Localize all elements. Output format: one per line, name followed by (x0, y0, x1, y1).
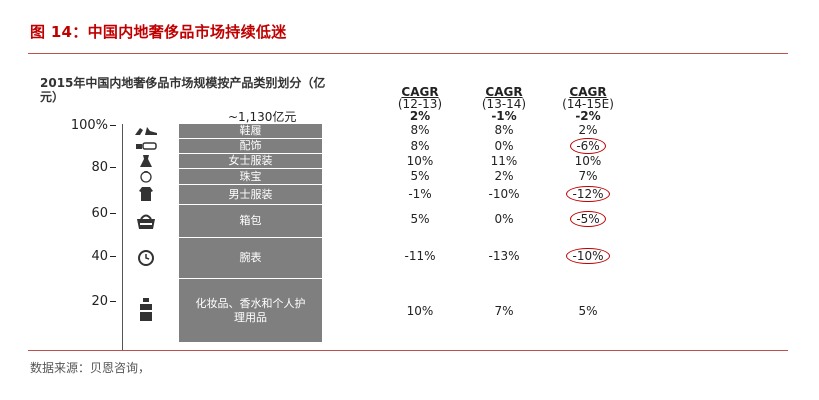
cagr-cell: 5% (578, 304, 598, 318)
shoes-icon (132, 124, 160, 138)
chart-title: 2015年中国内地奢侈品市场规模按产品类别划分（亿元） (40, 76, 326, 104)
cagr-cell: 10% (574, 154, 602, 168)
cagr-cell: 0% (494, 139, 514, 153)
cagr-cell-circled: -10% (552, 248, 624, 264)
cosmetics-icon (132, 278, 160, 342)
cagr-cell: 5% (410, 169, 430, 183)
segment-jewelry: 珠宝 (179, 168, 322, 184)
source-note: 数据来源：贝恩咨询， (30, 361, 151, 375)
segment-shoes: 鞋履 (239, 124, 262, 137)
segment-cosmetics: 化妆品、香水和个人护理用品 (179, 278, 322, 342)
total-label: ~1,130亿元 (228, 110, 297, 124)
stacked-bar: 鞋履 配饰 女士服装 珠宝 男士服装 箱包 腕表 化妆品、香水和个人护理用品 (179, 124, 322, 342)
cagr-header-13-14: CAGR (13-14) -1% (481, 85, 527, 123)
source-rule (28, 350, 788, 351)
accessories-icon (132, 138, 160, 153)
cagr-cell-circled: -5% (552, 211, 624, 227)
cagr-cell: -10% (488, 187, 520, 201)
cagr-header-12-13: CAGR (12-13) 2% (397, 85, 443, 123)
chart-panel: 2015年中国内地奢侈品市场规模按产品类别划分（亿元） ~1,130亿元 100… (28, 62, 668, 350)
figure-title: 图 14：中国内地奢侈品市场持续低迷 (30, 23, 287, 41)
cagr-cell: -13% (488, 249, 520, 263)
cagr-cell: -11% (404, 249, 436, 263)
cagr-header-14-15e: CAGR (14-15E) -2% (562, 85, 614, 123)
segment-womens-wear: 女士服装 (179, 153, 322, 168)
jewelry-icon (132, 168, 160, 184)
segment-accessories: 配饰 (179, 138, 322, 153)
y-tick-40: 40 (64, 249, 116, 264)
handbag-icon (132, 204, 160, 237)
womens-wear-icon (132, 153, 160, 168)
cagr-cell: 10% (406, 154, 434, 168)
cagr-cell: 0% (494, 212, 514, 226)
y-tick-80: 80 (64, 160, 116, 175)
cagr-cell: 2% (494, 169, 514, 183)
y-tick-20: 20 (64, 294, 116, 309)
cagr-cell-circled: -6% (552, 138, 624, 154)
cagr-cell-circled: -12% (552, 186, 624, 202)
cagr-cell: 2% (578, 123, 598, 137)
cagr-cell: 8% (410, 139, 430, 153)
y-axis (122, 124, 123, 350)
cagr-cell: 8% (410, 123, 430, 137)
cagr-cell: 7% (578, 169, 598, 183)
cagr-cell: 7% (494, 304, 514, 318)
chart-heading: 2015年中国内地奢侈品市场规模按产品类别划分（亿元） (40, 76, 330, 104)
y-tick-100: 100% (64, 118, 116, 133)
segment-mens-wear: 男士服装 (179, 184, 322, 204)
segment-watches: 腕表 (179, 237, 322, 278)
title-rule (28, 53, 788, 54)
cagr-cell: 5% (410, 212, 430, 226)
y-tick-60: 60 (64, 206, 116, 221)
cagr-cell: 10% (406, 304, 434, 318)
cagr-cell: 8% (494, 123, 514, 137)
cagr-cell: -1% (408, 187, 432, 201)
cagr-cell: 11% (490, 154, 518, 168)
watch-icon (132, 237, 160, 278)
segment-bags: 箱包 (179, 204, 322, 237)
mens-wear-icon (132, 184, 160, 204)
